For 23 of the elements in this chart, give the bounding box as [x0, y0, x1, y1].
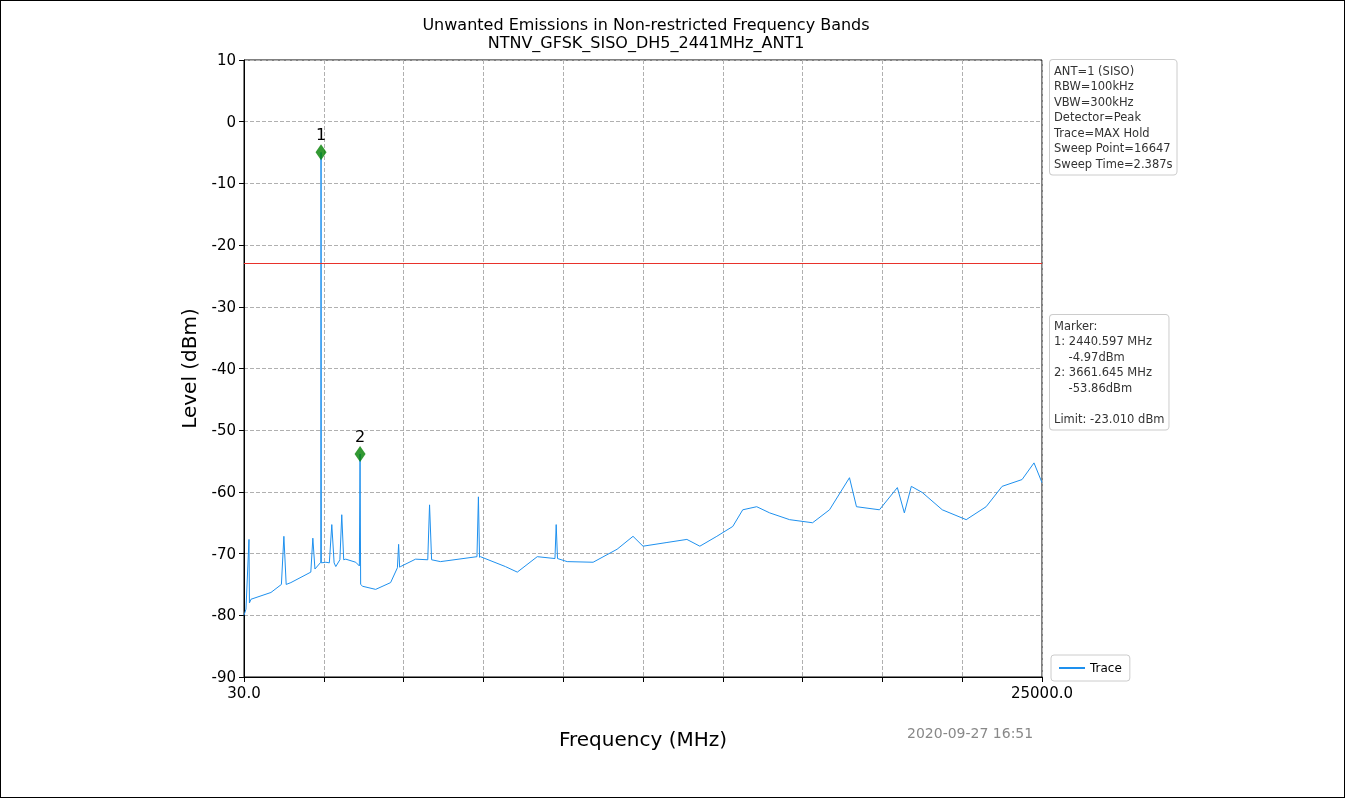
y-tick-label: 10 [216, 51, 236, 69]
y-tick-label: 0 [226, 112, 236, 131]
y-tick-label: -30 [211, 297, 236, 316]
text: ANT=1 (SISO) RBW=100kHz VBW=300kHz Detector=Peak Trace=MAX Hold Sweep Point=16647 Sweep Time=2.387s [1053, 63, 1173, 171]
chart-title: Unwanted Emissions in Non-restricted Frequency Bands [422, 14, 870, 34]
annotation: 1 [315, 124, 327, 144]
y-tick-label: -20 [211, 236, 236, 255]
legend-label: Trace [1089, 661, 1122, 675]
y-tick-label: -90 [211, 668, 236, 686]
text: Marker: 1: 2440.597 MHz -4.97dBm 2: 3661.645 MHz -53.86dBm Limit: -23.010 dBm [1054, 318, 1165, 426]
x-axis-title: Frequency (MHz) [558, 727, 728, 751]
y-tick-label: -80 [211, 606, 236, 625]
y-tick-label: -10 [211, 174, 236, 193]
y-tick-label: -70 [211, 544, 236, 563]
chart-subtitle: NTNV_GFSK_SISO_DH5_2441MHz_ANT1 [487, 32, 805, 53]
y-axis-title: Level (dBm) [177, 308, 201, 429]
x-tick-label: 25000.0 [1010, 683, 1074, 702]
annotation: 2 [354, 426, 366, 446]
x-tick-label: 30.0 [227, 683, 261, 702]
text: 2020-09-27 16:51 [907, 725, 1034, 741]
y-tick-label: -60 [211, 482, 236, 501]
y-tick-label: -40 [211, 359, 236, 378]
y-tick-label: -50 [211, 421, 236, 440]
